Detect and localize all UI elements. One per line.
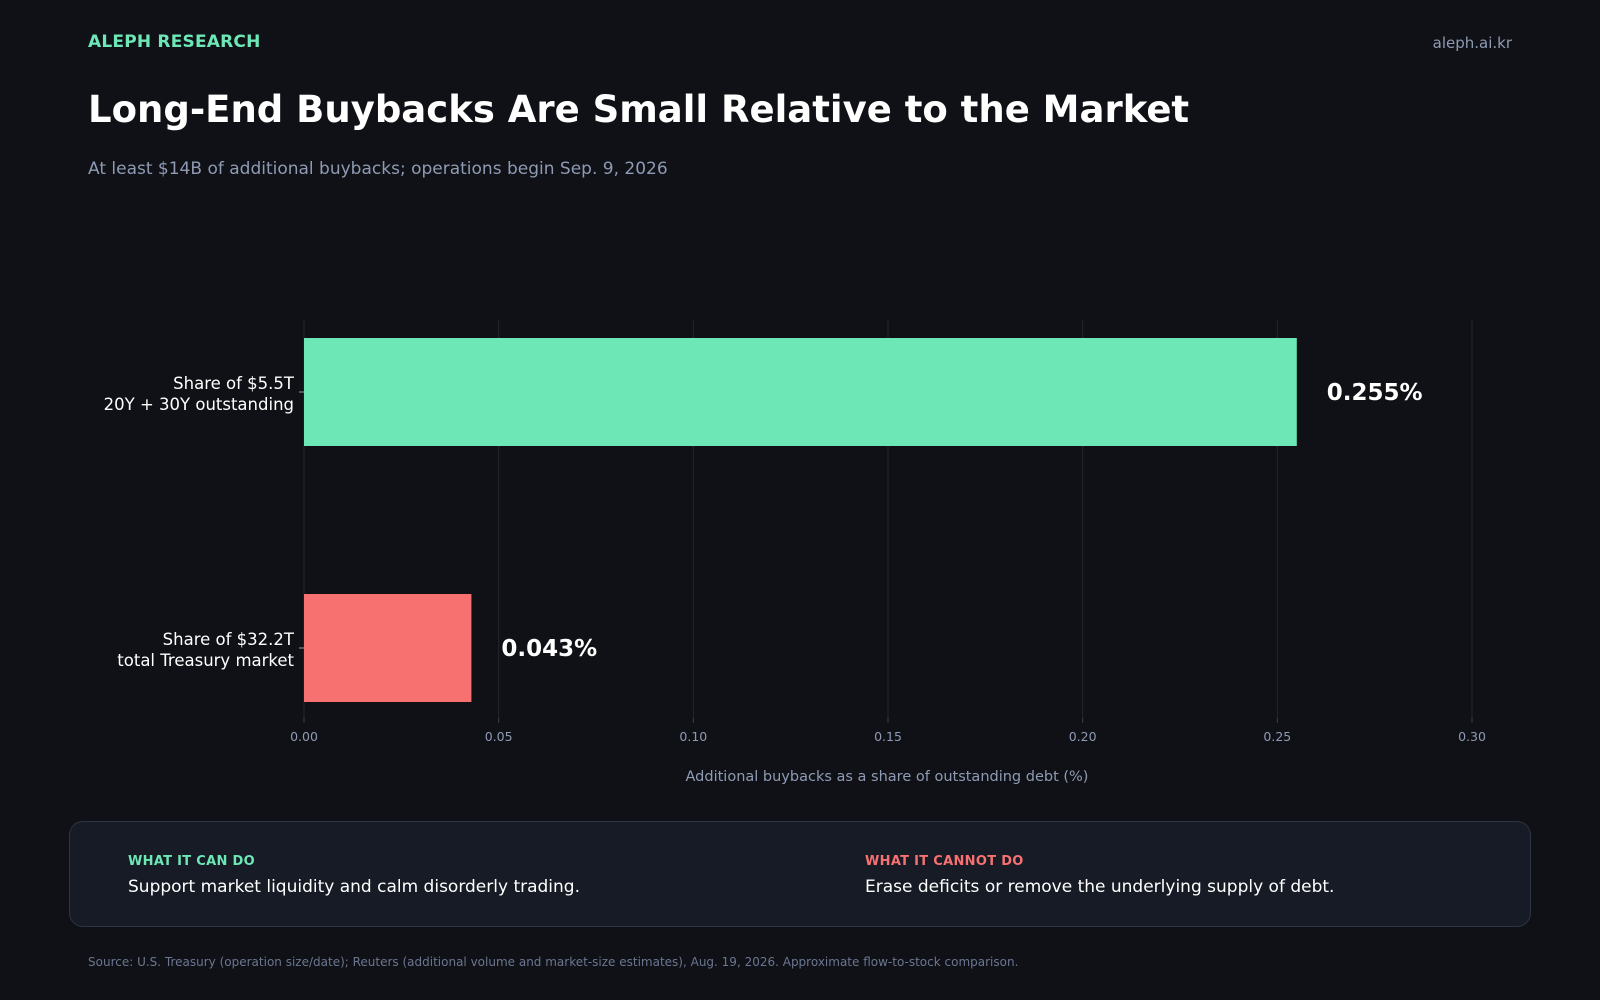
page-title: Long-End Buybacks Are Small Relative to …	[88, 88, 1190, 131]
cannot-do-column: WHAT IT CANNOT DO Erase deficits or remo…	[865, 854, 1334, 897]
x-tick-label: 0.05	[485, 729, 513, 744]
can-do-label: WHAT IT CAN DO	[128, 854, 255, 869]
can-do-column: WHAT IT CAN DO Support market liquidity …	[128, 854, 580, 897]
category-label: 20Y + 30Y outstanding	[104, 395, 294, 414]
x-tick-label: 0.30	[1458, 729, 1486, 744]
cannot-do-text: Erase deficits or remove the underlying …	[865, 877, 1335, 897]
category-label: Share of $5.5T	[173, 374, 295, 393]
category-label: Share of $32.2T	[163, 630, 295, 649]
bar	[304, 594, 472, 702]
site-url: aleph.ai.kr	[1432, 34, 1512, 52]
bar	[304, 338, 1297, 446]
bars: 0.255% 0.043%	[304, 338, 1423, 702]
x-tick-label: 0.20	[1069, 729, 1097, 744]
page-subtitle: At least $14B of additional buybacks; op…	[88, 159, 668, 179]
x-axis-label: Additional buybacks as a share of outsta…	[686, 769, 1089, 785]
bar-chart: 0.255% 0.043% 0.00 0.05 0.10 0.15 0.20 0.25 0.3…	[104, 320, 1486, 785]
brand-logo: ALEPH RESEARCH	[88, 32, 261, 52]
x-tick-label: 0.10	[679, 729, 707, 744]
y-axis-labels: Share of $5.5T 20Y + 30Y outstanding Share…	[104, 374, 304, 670]
x-tick-label: 0.25	[1263, 729, 1291, 744]
x-tick-label: 0.15	[874, 729, 902, 744]
data-label: 0.043%	[501, 636, 597, 662]
cannot-do-label: WHAT IT CANNOT DO	[865, 854, 1024, 869]
category-label: total Treasury market	[117, 651, 294, 670]
can-do-text: Support market liquidity and calm disord…	[128, 877, 581, 897]
x-axis-ticks: 0.00 0.05 0.10 0.15 0.20 0.25 0.30	[290, 718, 1486, 744]
source-note: Source: U.S. Treasury (operation size/da…	[88, 955, 1019, 969]
summary-panel: WHAT IT CAN DO Support market liquidity …	[69, 821, 1531, 927]
data-label: 0.255%	[1327, 380, 1423, 406]
x-tick-label: 0.00	[290, 729, 318, 744]
